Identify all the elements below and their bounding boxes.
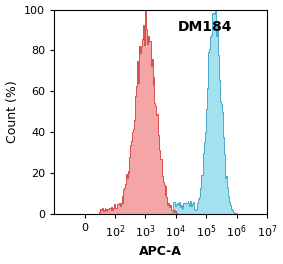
Polygon shape bbox=[54, 10, 267, 214]
Y-axis label: Count (%): Count (%) bbox=[6, 81, 19, 143]
Polygon shape bbox=[54, 10, 267, 214]
X-axis label: APC-A: APC-A bbox=[139, 246, 182, 258]
Text: DM184: DM184 bbox=[178, 20, 232, 34]
